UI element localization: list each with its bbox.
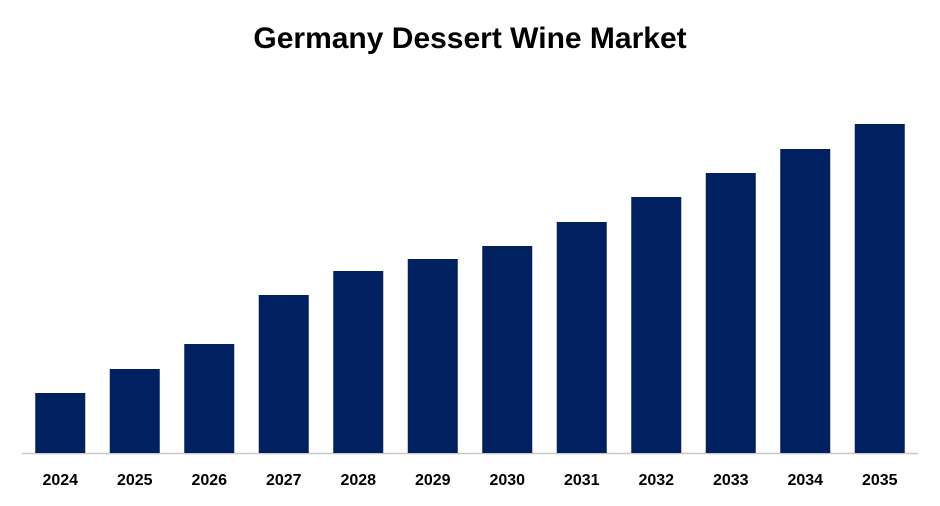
- x-tick-label: 2025: [117, 472, 153, 489]
- bar: [258, 295, 309, 453]
- x-tick-label: 2027: [266, 472, 302, 489]
- x-tick-label: 2028: [340, 472, 376, 489]
- bar: [333, 271, 384, 453]
- bar: [705, 173, 756, 453]
- bar: [407, 259, 458, 453]
- x-tick-label: 2033: [713, 472, 749, 489]
- bar: [780, 149, 831, 453]
- bar: [854, 124, 905, 453]
- x-tick-label: 2032: [638, 472, 674, 489]
- bar: [631, 197, 682, 453]
- x-tick-label: 2034: [787, 472, 823, 489]
- bar: [482, 246, 533, 453]
- x-tick-label: 2030: [489, 472, 525, 489]
- x-tick-label: 2031: [564, 472, 600, 489]
- x-tick-label: 2029: [415, 472, 451, 489]
- x-tick-label: 2024: [42, 472, 78, 489]
- x-tick-label: 2035: [862, 472, 898, 489]
- bar: [35, 393, 86, 453]
- x-tick-label: 2026: [191, 472, 227, 489]
- bar: [556, 222, 607, 453]
- bar: [184, 344, 235, 453]
- bar: [109, 369, 160, 453]
- chart-title: Germany Dessert Wine Market: [253, 22, 686, 55]
